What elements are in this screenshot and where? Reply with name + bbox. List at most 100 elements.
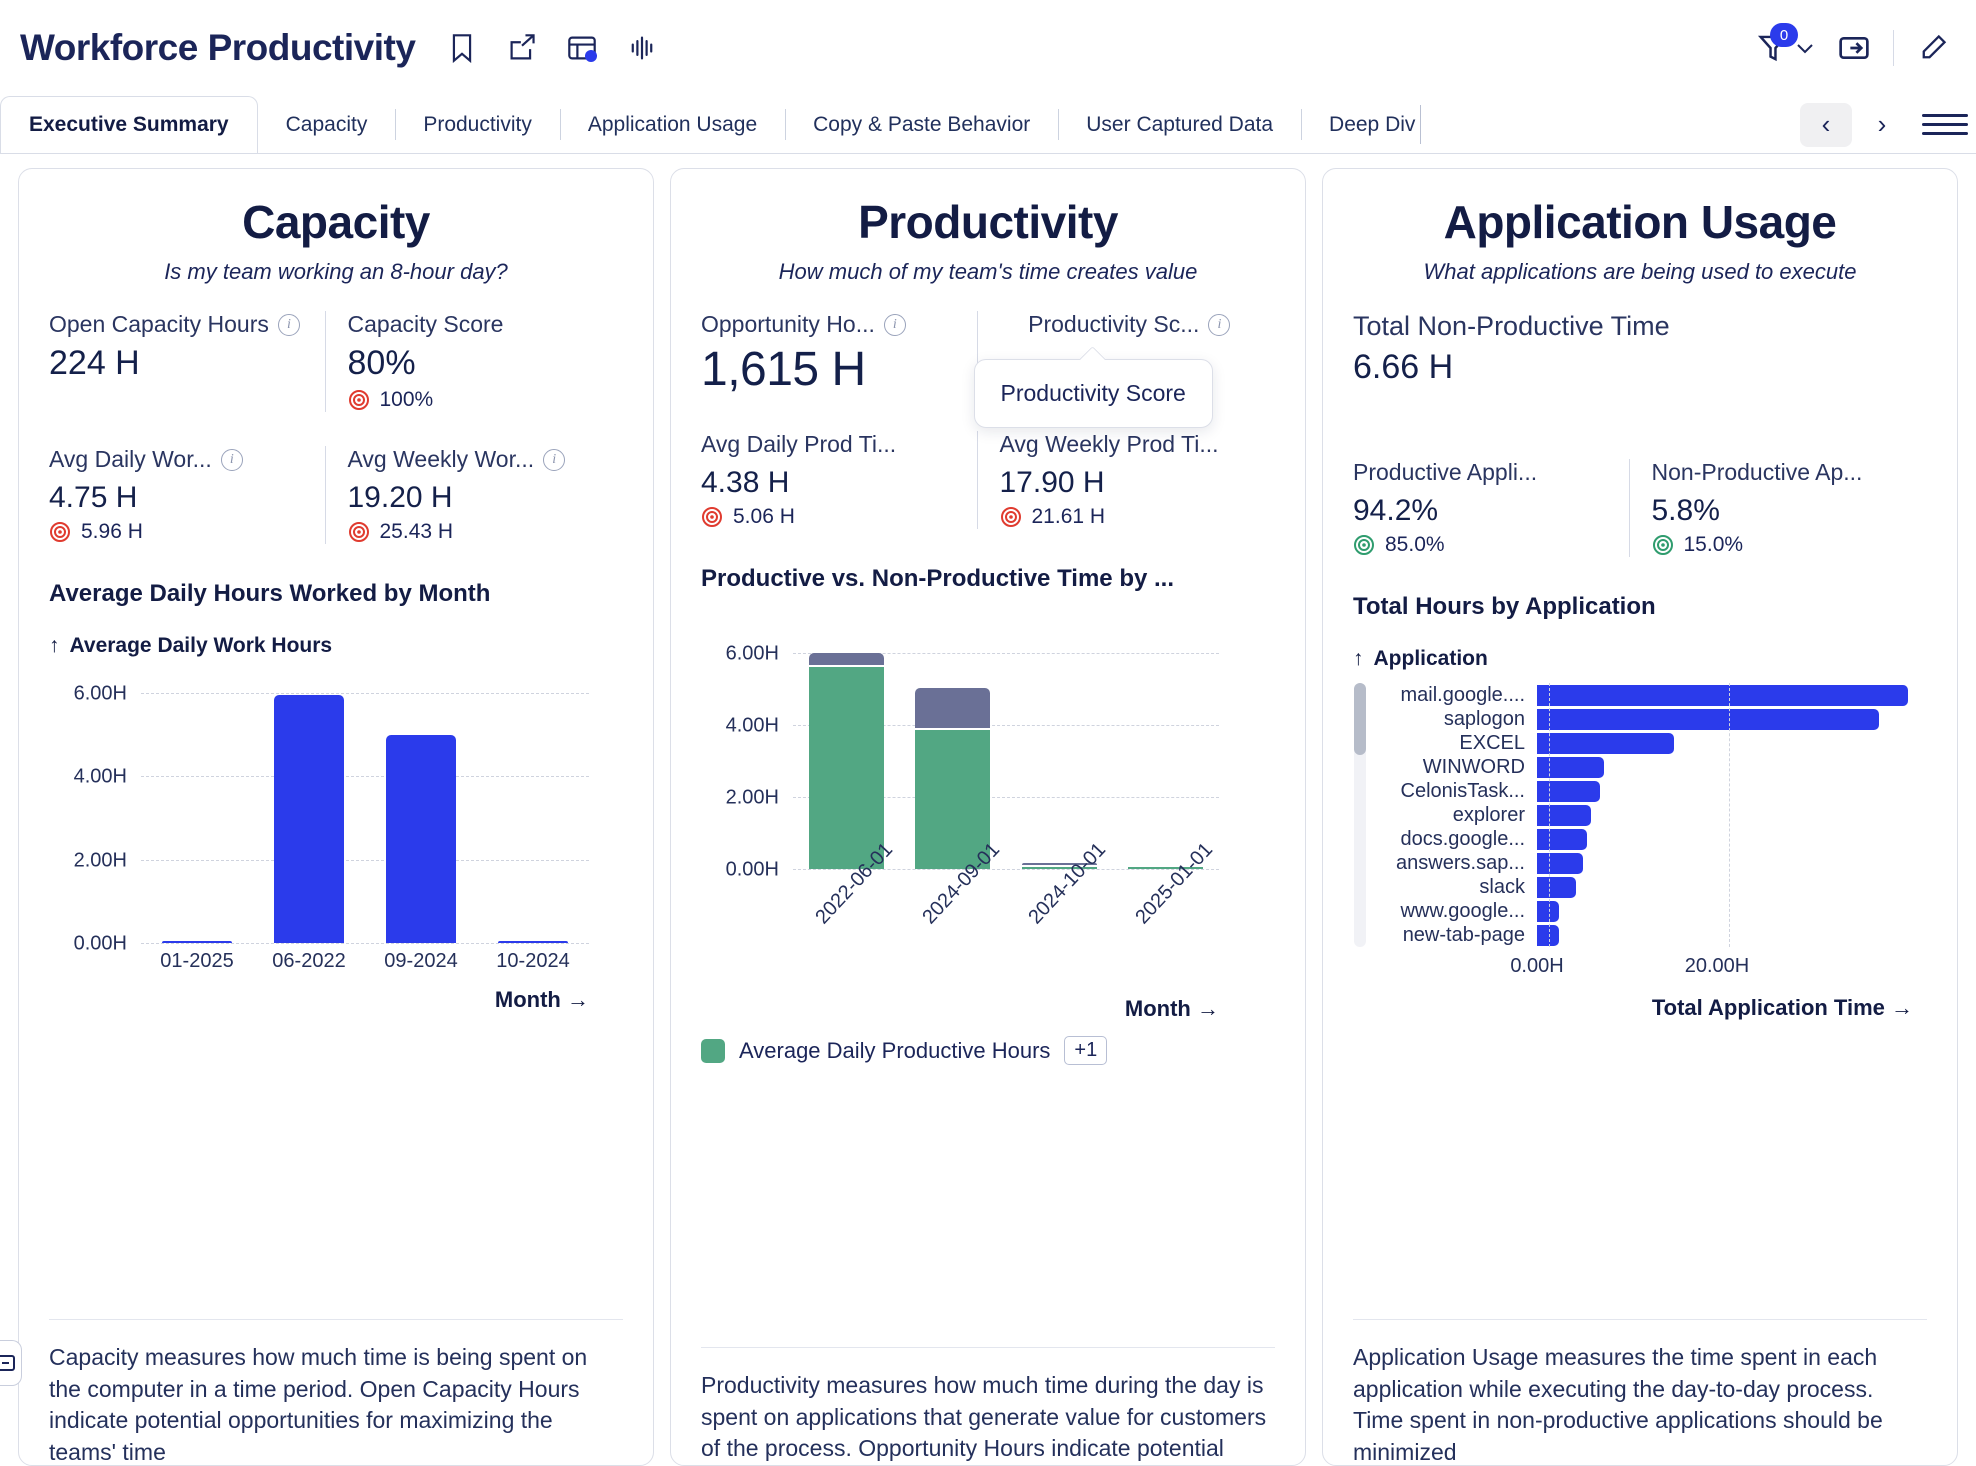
panel-icon[interactable]	[565, 31, 599, 65]
x-tick-label: 2025-01-01	[1130, 838, 1217, 929]
bar[interactable]	[386, 734, 456, 943]
y-tick-label: 4.00H	[725, 714, 779, 737]
bar-segment-productive[interactable]	[1128, 867, 1204, 869]
y-category-label: docs.google...	[1400, 827, 1525, 850]
y-tick-label: 2.00H	[725, 786, 779, 809]
kpi-avg-daily-prod-time[interactable]: Avg Daily Prod Ti... 4.38 H 5.06 H	[701, 431, 977, 529]
kpi-avg-weekly-work[interactable]: Avg Weekly Wor... i 19.20 H 25.43 H	[324, 446, 624, 544]
tab-user-captured-data[interactable]: User Captured Data	[1058, 96, 1301, 153]
kpi-avg-daily-prod-time-target-value: 5.06 H	[733, 505, 795, 528]
kpi-avg-weekly-work-target-value: 25.43 H	[379, 520, 454, 543]
bar-segment-non-productive[interactable]	[1021, 863, 1097, 865]
bar-segment-productive[interactable]	[1021, 867, 1097, 869]
info-icon[interactable]: i	[883, 313, 906, 336]
gridline	[1549, 683, 1550, 947]
stacked-bar[interactable]	[1128, 865, 1204, 869]
legend-swatch-productive	[701, 1038, 725, 1063]
bar[interactable]	[1537, 924, 1560, 946]
chart-capacity[interactable]: 0.00H 2.00H 4.00H 6.00H	[74, 668, 589, 955]
bar[interactable]	[1537, 852, 1584, 874]
kpi-open-capacity-hours-label: Open Capacity Hours	[49, 311, 269, 337]
target-icon	[702, 507, 722, 527]
chart-productivity-xaxis-caption: Month →	[1124, 996, 1219, 1021]
kpi-capacity-score[interactable]: Capacity Score 80% 100%	[324, 311, 624, 412]
chart-vertical-scrollbar[interactable]	[1353, 683, 1367, 947]
tab-application-usage[interactable]: Application Usage	[559, 96, 785, 153]
chart-application-usage[interactable]: mail.google.... saplogon EXCEL WINWORD Celon…	[1353, 683, 1927, 947]
bar[interactable]	[1537, 780, 1601, 802]
tab-navigation: ‹ ›	[1800, 96, 1976, 153]
chart-productivity[interactable]: 0.00H 2.00H 4.00H 6.00H	[726, 639, 1219, 881]
bar[interactable]	[274, 694, 344, 943]
legend-more-badge[interactable]: +1	[1064, 1036, 1108, 1065]
card-application-usage-subtitle: What applications are being used to exec…	[1423, 259, 1857, 284]
tab-deep-dive[interactable]: Deep Div	[1301, 96, 1422, 153]
filter-button[interactable]: 0	[1757, 23, 1815, 64]
bar-track	[1537, 804, 1927, 826]
bar[interactable]	[1537, 828, 1588, 850]
bar-track	[1537, 852, 1927, 874]
kpi-open-capacity-hours[interactable]: Open Capacity Hours i 224 H	[49, 311, 325, 412]
info-icon[interactable]: i	[543, 448, 566, 471]
tab-prev-button[interactable]: ‹	[1800, 102, 1852, 147]
stacked-bar[interactable]	[1021, 863, 1097, 869]
y-category-label: new-tab-page	[1402, 923, 1525, 946]
share-icon[interactable]	[505, 31, 539, 65]
bar[interactable]	[1537, 804, 1591, 826]
stacked-bar[interactable]	[808, 653, 884, 869]
kpi-productivity-score[interactable]: Productivity Sc... i Productivity Score	[973, 311, 1276, 428]
chart-productivity-legend[interactable]: Average Daily Productive Hours +1	[701, 1036, 1275, 1065]
tab-capacity[interactable]: Capacity	[285, 112, 368, 136]
bar-segment-non-productive[interactable]	[808, 653, 884, 666]
kpi-productive-applications-target: 85.0%	[1353, 533, 1613, 557]
hamburger-menu-icon[interactable]	[1922, 103, 1968, 147]
edit-pencil-icon[interactable]	[1916, 31, 1950, 65]
kpi-opportunity-hours[interactable]: Opportunity Ho... i 1,615 H	[701, 311, 977, 397]
bar-group	[793, 639, 1219, 869]
gridline: 6.00H	[74, 683, 589, 705]
bar-segment-productive[interactable]	[915, 729, 991, 869]
chevron-down-icon	[1797, 44, 1813, 54]
bar[interactable]	[1537, 732, 1675, 754]
bar[interactable]	[1537, 708, 1879, 730]
header-actions: 0	[1757, 23, 1950, 66]
gridline: 0.00H	[74, 933, 589, 955]
tab-executive-summary[interactable]: Executive Summary	[0, 96, 258, 153]
kpi-total-non-productive-time[interactable]: Total Non-Productive Time 6.66 H	[1353, 311, 1927, 387]
bookmark-icon[interactable]	[445, 31, 479, 65]
tab-copy-paste-behavior[interactable]: Copy & Paste Behavior	[785, 96, 1058, 153]
bar[interactable]	[498, 941, 568, 943]
export-icon[interactable]	[1837, 31, 1871, 65]
kpi-avg-weekly-prod-time-label: Avg Weekly Prod Ti...	[999, 431, 1219, 457]
kpi-non-productive-applications[interactable]: Non-Productive Ap... 5.8% 15.0%	[1628, 459, 1928, 557]
chart-capacity-xlabels: 01-2025 06-2022 09-2024 10-2024	[141, 950, 589, 973]
info-icon[interactable]: i	[1208, 313, 1231, 336]
bar-segment-non-productive[interactable]	[915, 687, 991, 728]
kpi-productive-applications-target-value: 85.0%	[1385, 533, 1445, 556]
sidebar-expand-button[interactable]	[0, 1340, 22, 1386]
bar[interactable]	[1537, 684, 1909, 706]
info-icon[interactable]: i	[277, 313, 300, 336]
kpi-avg-daily-work[interactable]: Avg Daily Wor... i 4.75 H 5.96 H	[49, 446, 325, 544]
chart-row: mail.google....	[1379, 683, 1927, 707]
signal-icon[interactable]	[625, 31, 659, 65]
bar[interactable]	[162, 941, 232, 943]
bar-segment-productive[interactable]	[808, 667, 884, 869]
bar[interactable]	[1537, 756, 1604, 778]
y-tick-label: 6.00H	[725, 642, 779, 665]
scrollbar-thumb[interactable]	[1354, 683, 1366, 755]
kpi-avg-weekly-prod-time[interactable]: Avg Weekly Prod Ti... 17.90 H 21.61 H	[976, 431, 1276, 529]
tab-next-button[interactable]: ›	[1877, 109, 1887, 139]
kpi-avg-daily-prod-time-label: Avg Daily Prod Ti...	[701, 431, 897, 457]
bar[interactable]	[1537, 900, 1560, 922]
gridline	[1729, 683, 1730, 947]
chart-row: EXCEL	[1379, 731, 1927, 755]
tab-productivity[interactable]: Productivity	[395, 96, 560, 153]
chart-yaxis-name-application: ↑ Application	[1353, 647, 1488, 670]
stacked-bar[interactable]	[915, 687, 991, 869]
card-productivity: Productivity How much of my team's time …	[670, 168, 1306, 1466]
target-icon	[1354, 535, 1374, 555]
kpi-productive-applications[interactable]: Productive Appli... 94.2% 85.0%	[1353, 459, 1629, 557]
bar[interactable]	[1537, 876, 1576, 898]
info-icon[interactable]: i	[220, 448, 243, 471]
